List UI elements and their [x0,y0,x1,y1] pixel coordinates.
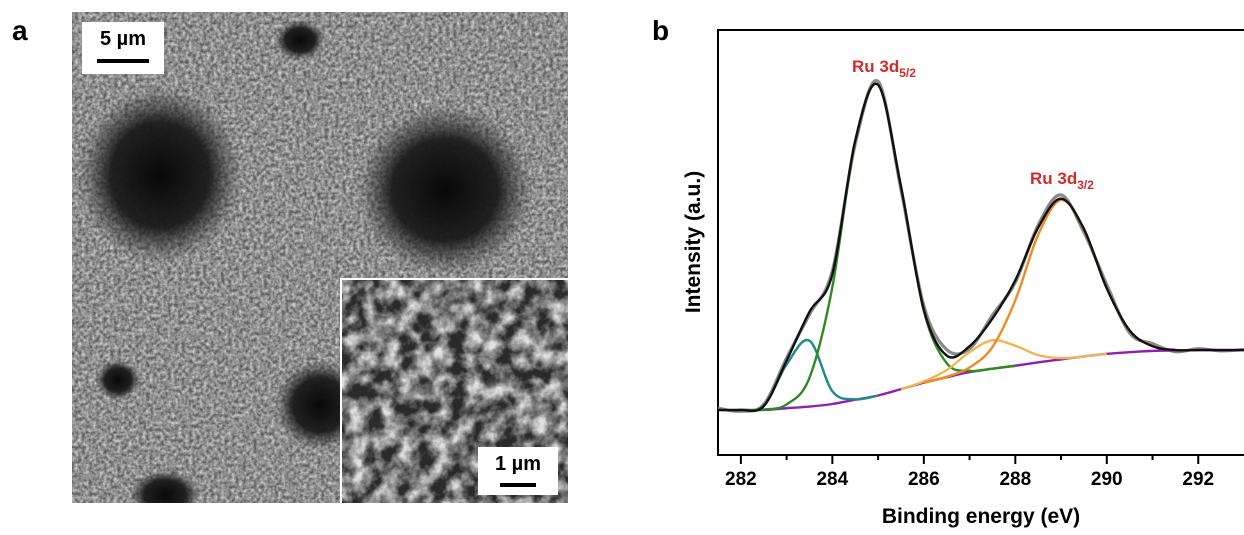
panel-label: a [12,15,28,46]
annotation-text: Ru 3d [852,57,899,76]
x-tick-label: 286 [908,469,940,490]
series-line [718,82,1016,412]
sem-image [72,12,568,503]
annotation-text: Ru 3d [1030,169,1077,188]
annotation: Ru 3d5/2 [852,57,916,80]
series-line [718,78,1244,413]
x-tick-label: 284 [816,469,848,490]
plot-frame [717,29,1244,456]
series-line [900,338,1107,391]
inset-scale-bar [500,483,536,487]
scale-bar-box [82,22,164,74]
annotation: Ru 3d3/2 [1030,169,1094,192]
curves [718,78,1244,413]
x-tick-label: 288 [999,469,1031,490]
x-tick-label: 290 [1091,469,1123,490]
scale-bar-label: 5 µm [100,28,146,50]
series-line [718,82,1244,413]
x-tick-label: 292 [1182,469,1214,490]
scale-bar [97,59,149,63]
annotation-subscript: 5/2 [899,66,916,80]
panel-label: b [652,15,669,46]
x-axis-label: Binding energy (eV) [882,505,1080,528]
x-tick-label: 282 [725,469,757,490]
annotation-subscript: 3/2 [1077,178,1094,192]
inset-scale-bar-label: 1 µm [495,453,541,475]
y-axis-label: Intensity (a.u.) [682,171,705,313]
